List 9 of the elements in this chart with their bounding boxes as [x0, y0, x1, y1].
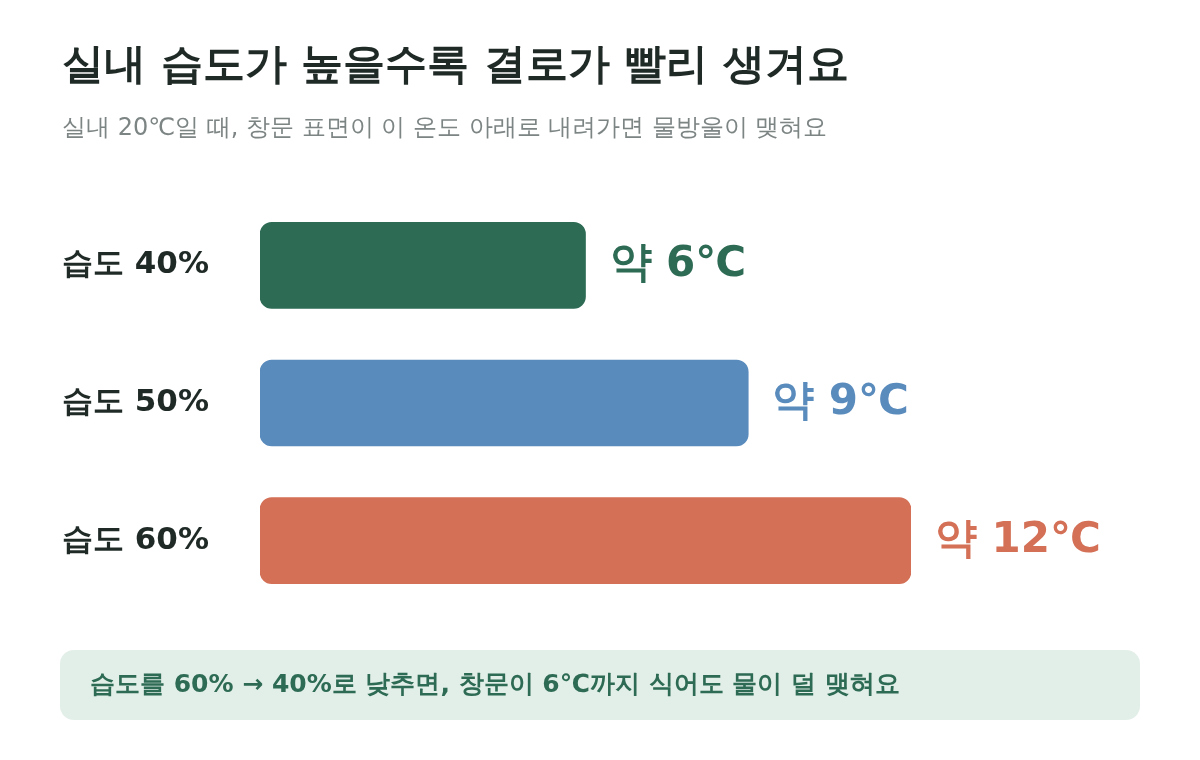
text: 습도를 60% → 40%로 낮추면, 창문이 6℃까지 식어도 물이 덜 맺혀요	[60, 650, 1140, 720]
y-tick-label: 습도 50%	[62, 382, 209, 419]
chart-subtitle: 실내 20℃일 때, 창문 표면이 이 온도 아래로 내려가면 물방울이 맺혀요	[62, 112, 828, 143]
data-label: 약 9℃	[772, 374, 909, 424]
data-label: 약 6℃	[609, 237, 747, 287]
chart-title: 실내 습도가 높을수록 결로가 빨리 생겨요	[62, 38, 850, 90]
y-tick-label: 습도 40%	[62, 244, 209, 281]
y-tick-label: 습도 60%	[62, 519, 209, 556]
data-label: 약 12℃	[935, 512, 1101, 562]
